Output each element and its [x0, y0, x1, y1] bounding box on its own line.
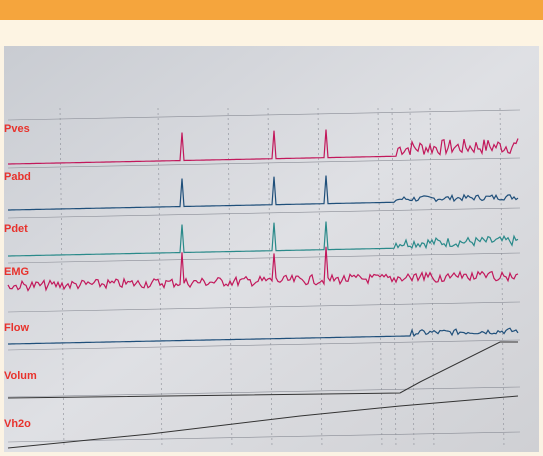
- grid-line: [7, 339, 521, 351]
- trace: [7, 341, 518, 399]
- paper: [4, 46, 539, 452]
- grid-line: [429, 107, 435, 449]
- photo: Pves Pabd Pdet EMG Flow Volum Vh2o: [4, 46, 539, 452]
- channel-labels: Pves Pabd Pdet EMG Flow Volum Vh2o: [4, 123, 37, 430]
- channel-label: EMG: [4, 266, 29, 278]
- grid-line: [59, 107, 65, 449]
- channel-label: Pves: [4, 123, 30, 135]
- channel-label: Volum: [4, 370, 37, 382]
- grid-line: [499, 107, 505, 449]
- channel-label: Flow: [4, 322, 29, 334]
- grid-line: [7, 431, 521, 443]
- trace: [8, 221, 519, 257]
- channel-label: Pabd: [4, 171, 31, 183]
- trace: [8, 327, 519, 345]
- grid-line: [7, 157, 521, 169]
- channel-label: Vh2o: [4, 418, 31, 430]
- grid-line: [157, 107, 163, 449]
- grid-line: [7, 386, 521, 398]
- grid-line: [377, 107, 383, 449]
- grid-line: [7, 109, 521, 121]
- grid-line: [7, 252, 521, 264]
- trace: [8, 175, 519, 211]
- trace: [7, 246, 519, 292]
- traces: [7, 129, 519, 449]
- trace: [8, 129, 519, 165]
- channel-label: Pdet: [4, 223, 28, 235]
- top-bar: [0, 0, 543, 20]
- trace: [7, 395, 519, 449]
- grid-line: [7, 301, 521, 313]
- header-band: [0, 20, 543, 46]
- grid-line: [317, 107, 323, 449]
- grid-line: [7, 207, 521, 219]
- grid-line: [409, 107, 415, 449]
- grid-line: [227, 107, 233, 449]
